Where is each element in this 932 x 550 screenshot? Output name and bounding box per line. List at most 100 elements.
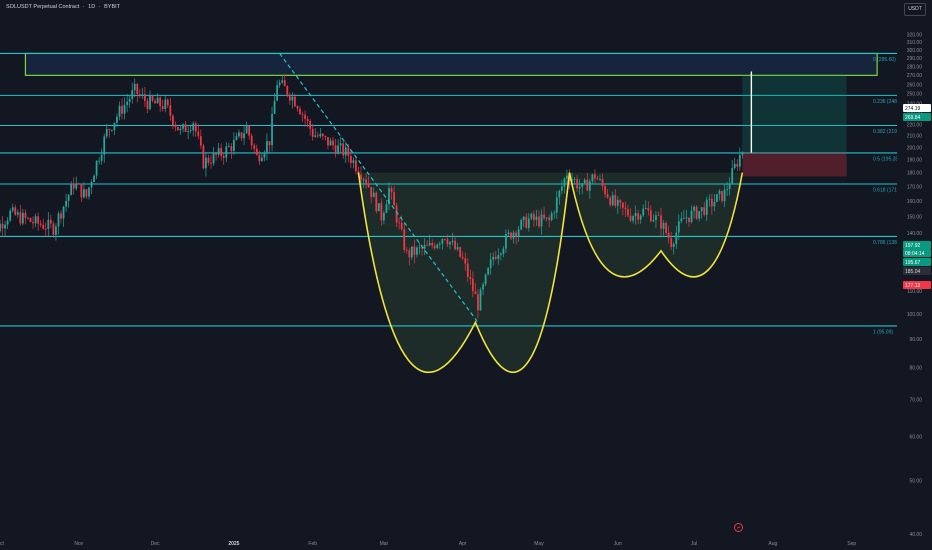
candle-body	[423, 245, 426, 249]
cup-and-handle-pattern[interactable]	[357, 172, 744, 374]
price-badge-label: 197.92	[905, 243, 921, 249]
candle-body	[517, 229, 520, 237]
price-badge-label: 185.04	[905, 269, 921, 275]
candle-body	[179, 128, 182, 131]
candle-body	[360, 174, 362, 180]
fib-level-label: 0.382 (219.01)	[873, 129, 906, 135]
candle-body	[619, 200, 622, 203]
candle-body	[337, 145, 340, 154]
candle-body	[367, 183, 370, 188]
price-tick-label: 310.00	[907, 40, 923, 46]
price-tick-label: 90.00	[909, 337, 922, 343]
price-badge	[903, 249, 931, 257]
currency-button[interactable]: USDT	[904, 3, 926, 16]
candle-body	[474, 291, 477, 295]
profit-zone[interactable]	[742, 75, 847, 153]
target-zone-box[interactable]	[24, 52, 878, 76]
candle-body	[591, 174, 594, 182]
candle-body	[296, 106, 299, 109]
candle-body	[614, 195, 617, 206]
scroll-to-realtime-icon[interactable]	[734, 523, 743, 532]
candle-body	[634, 213, 637, 217]
candle-body	[642, 208, 645, 216]
candle-body	[301, 114, 304, 115]
interval-label: 1D	[88, 4, 96, 10]
candle-body	[494, 256, 497, 259]
candle-body	[217, 148, 220, 155]
handle-curve[interactable]	[568, 172, 744, 278]
candle-body	[332, 140, 334, 146]
price-badge	[903, 258, 931, 266]
cup-curve[interactable]	[357, 172, 571, 374]
candle-body	[515, 232, 517, 237]
candle-body	[487, 268, 490, 275]
price-badge-label: 08:04:14	[905, 251, 925, 257]
candle-body	[576, 179, 579, 189]
price-tick-label: 180.00	[907, 171, 923, 177]
candle-body	[708, 198, 711, 200]
candle-body	[632, 216, 634, 221]
candle-body	[0, 223, 1, 232]
candle-body	[466, 263, 469, 278]
candle-body	[149, 95, 151, 110]
candle-body	[126, 101, 129, 105]
candle-body	[37, 216, 40, 224]
candle-body	[255, 148, 258, 155]
time-tick-label: Feb	[308, 541, 317, 547]
candle-body	[698, 211, 701, 219]
candle-body	[144, 94, 146, 101]
candle-body	[62, 206, 65, 219]
candle-body	[194, 123, 197, 132]
candle-body	[563, 178, 566, 187]
candle-body	[560, 186, 563, 191]
candle-body	[380, 203, 383, 221]
candle-body	[199, 136, 202, 146]
price-tick-label: 70.00	[909, 398, 922, 404]
candle-body	[349, 155, 352, 163]
candle-body	[512, 232, 515, 239]
candle-body	[449, 241, 451, 245]
candle-body	[637, 213, 640, 220]
candle-body	[156, 97, 159, 104]
candle-body	[227, 146, 230, 148]
candle-body	[159, 97, 162, 107]
candle-body	[372, 192, 375, 198]
long-position-tool[interactable]	[742, 71, 847, 177]
candle-body	[533, 213, 535, 220]
price-tick-label: 280.00	[907, 64, 923, 70]
candle-body	[736, 163, 739, 167]
candle-body	[75, 183, 78, 189]
candle-body	[444, 239, 446, 240]
candle-body	[49, 219, 52, 224]
candle-body	[271, 113, 273, 146]
time-tick-label: Jul	[691, 541, 697, 547]
candle-body	[601, 179, 604, 186]
candle-body	[187, 131, 190, 132]
candle-body	[29, 218, 32, 223]
candle-body	[309, 120, 312, 129]
fib-retracement[interactable]: 0 (295.60) 0.236 (248.28) 0.382 (219.01) 0.…	[0, 52, 906, 335]
candle-body	[113, 122, 116, 131]
candle-body	[141, 94, 144, 96]
candle-body	[583, 179, 586, 184]
candle-body	[555, 197, 558, 213]
candle-body	[205, 157, 207, 169]
candle-body	[278, 82, 281, 86]
price-badge	[903, 241, 931, 249]
candle-body	[260, 157, 263, 162]
price-tick-label: 290.00	[907, 56, 923, 62]
candle-body	[413, 246, 416, 255]
title-sep-1: ·	[82, 4, 85, 10]
candle-body	[334, 145, 337, 154]
candle-body	[268, 141, 271, 146]
candle-body	[566, 175, 568, 179]
candle-body	[294, 96, 296, 107]
candle-body	[16, 212, 19, 215]
loss-zone[interactable]	[742, 152, 847, 177]
candle-body	[266, 141, 268, 153]
candle-body	[171, 115, 174, 125]
candle-body	[733, 163, 736, 168]
time-axis[interactable]: Oct Nov Dec 2025 Feb Mar Apr May Jun Jul Aug Sep	[0, 541, 856, 547]
candle-body	[55, 226, 57, 235]
